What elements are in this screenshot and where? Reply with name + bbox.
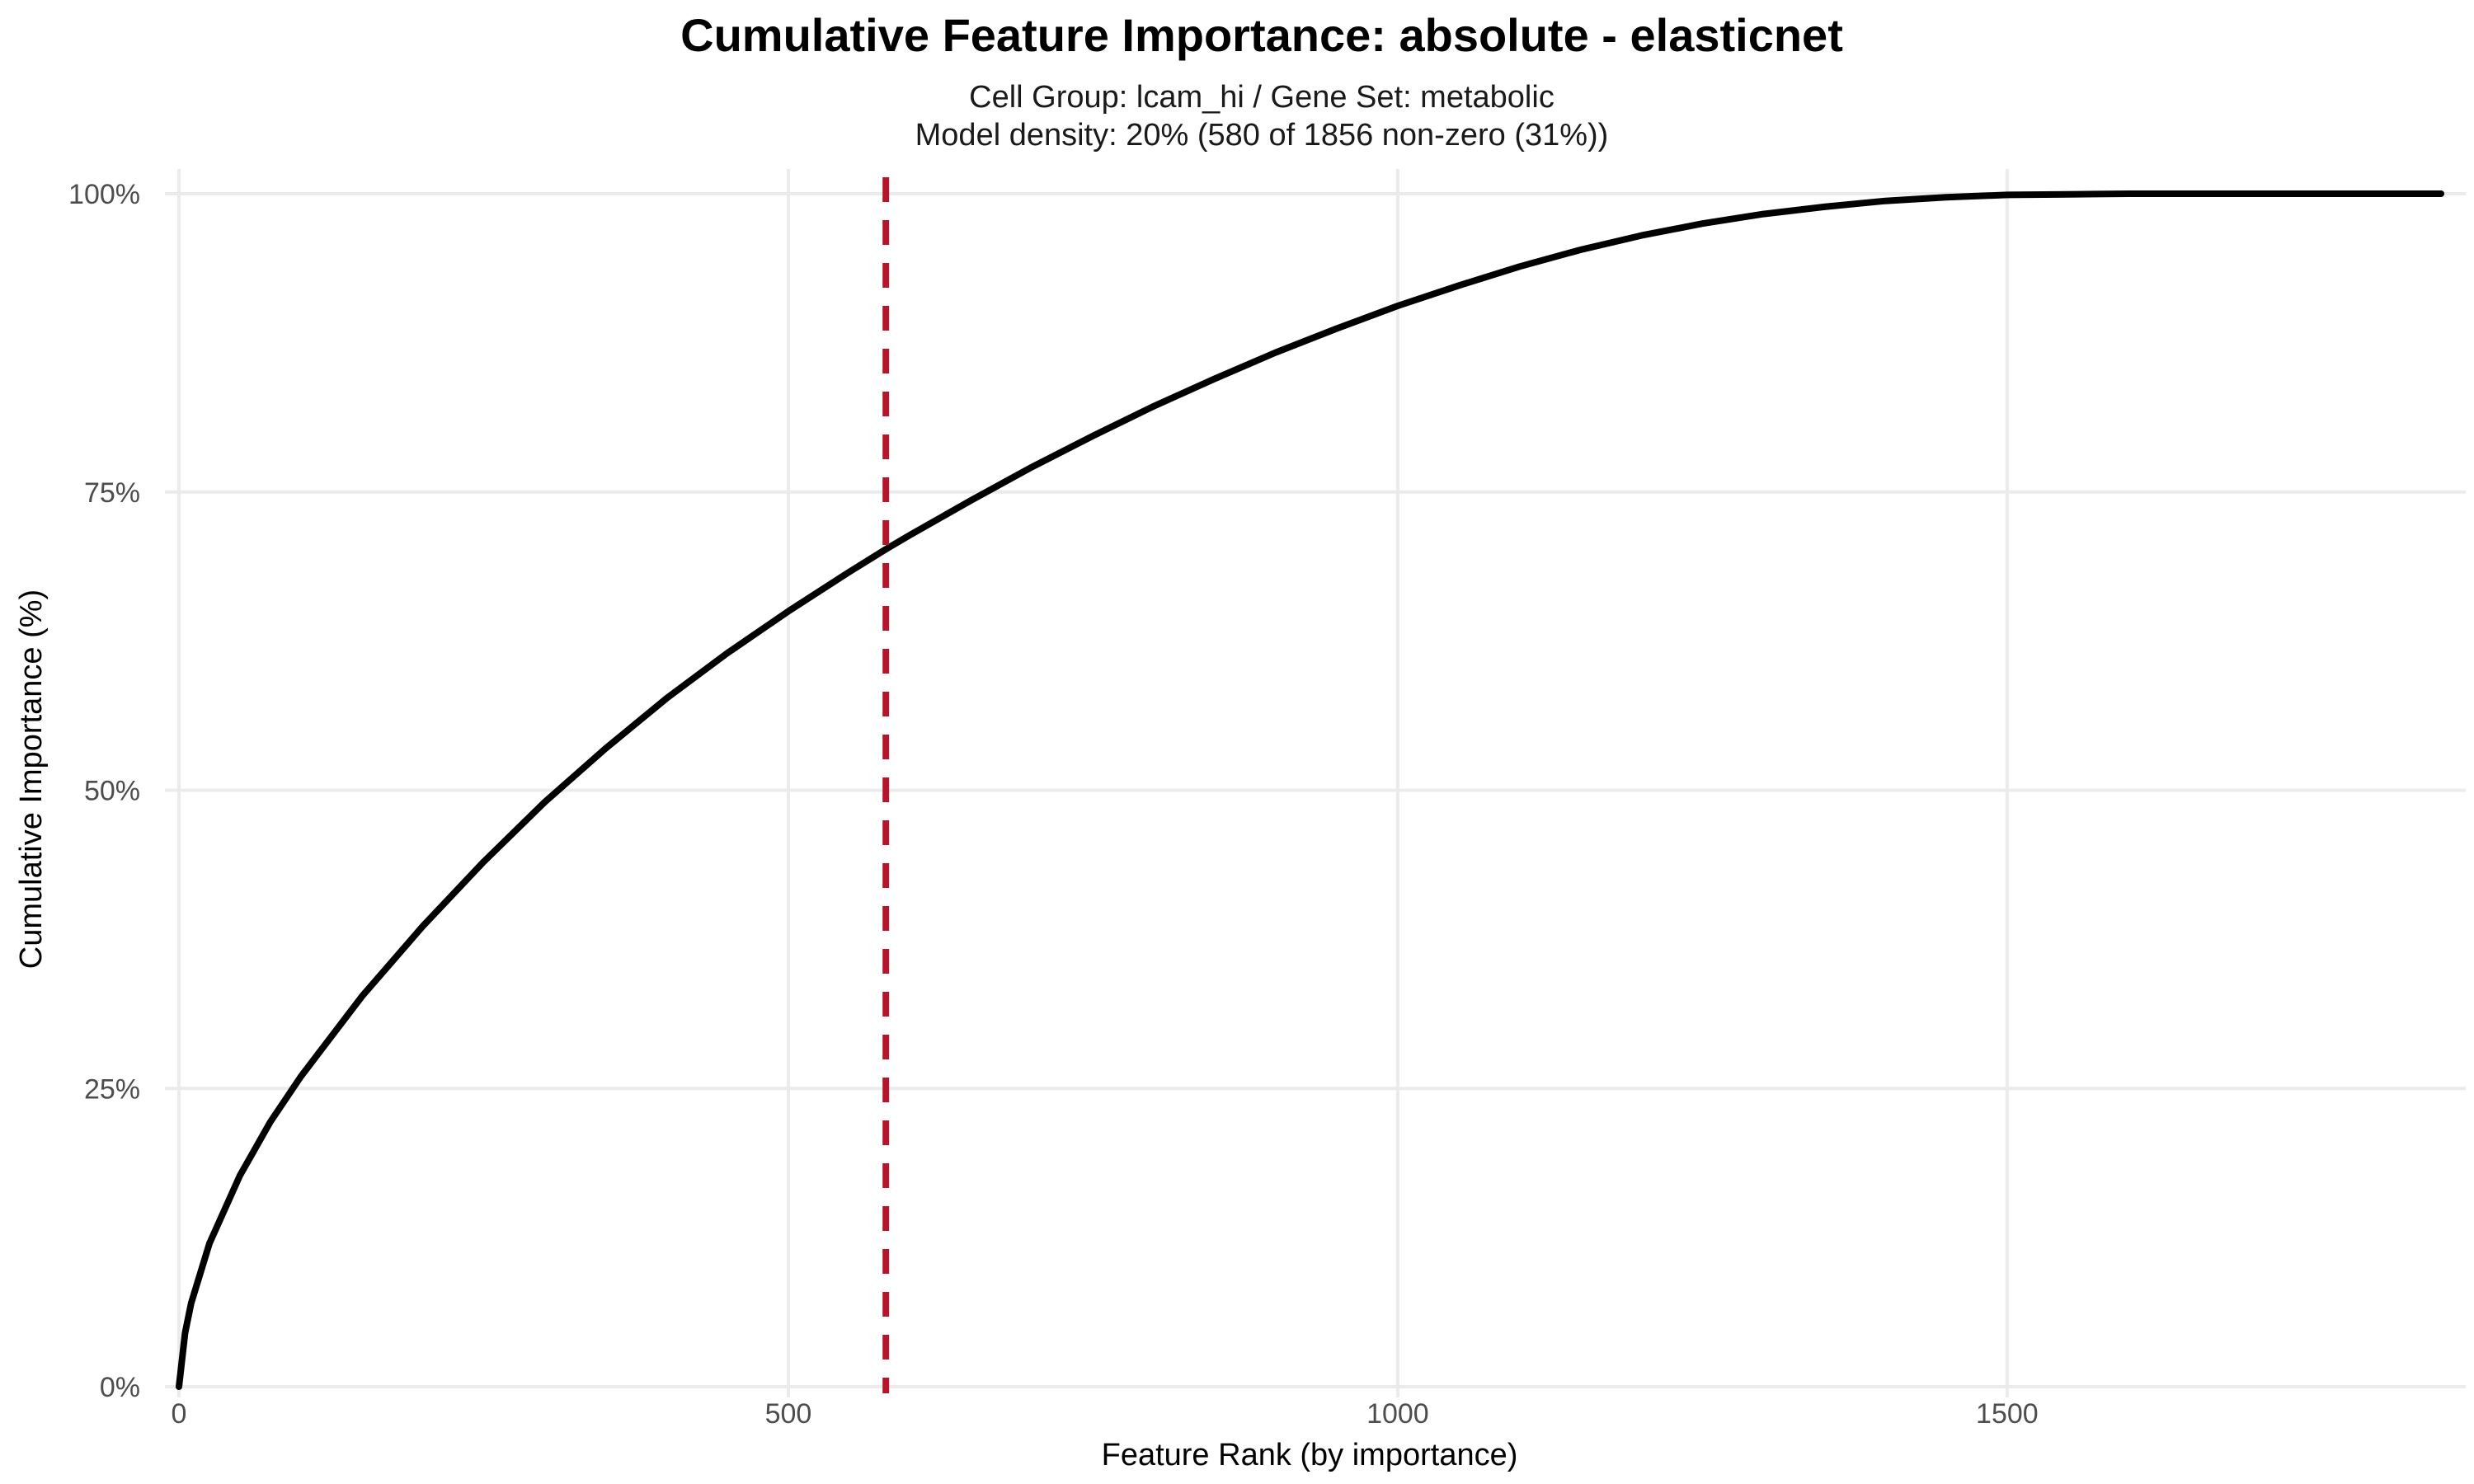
grid-lines [165,169,2466,1397]
plot-data [176,177,2444,1393]
x-tick-label: 1000 [1366,1398,1429,1430]
y-axis-title: Cumulative Importance (%) [14,589,49,969]
y-tick-label: 0% [100,1372,140,1403]
x-tick-label: 0 [172,1398,187,1430]
cumulative-importance-line [176,190,2444,1390]
tick-labels: 0% 25% 50% 75% 100% 0 500 1000 1500 [68,179,2039,1430]
y-tick-label: 50% [84,776,140,807]
y-tick-label: 25% [84,1073,140,1105]
y-tick-label: 75% [84,477,140,509]
x-axis-title: Feature Rank (by importance) [1102,1438,1518,1472]
y-tick-label: 100% [68,179,140,210]
chart-subtitle-line-2: Model density: 20% (580 of 1856 non-zero… [915,118,1609,153]
chart-title: Cumulative Feature Importance: absolute … [680,9,1843,61]
x-tick-label: 500 [765,1398,812,1430]
x-tick-label: 1500 [1976,1398,2039,1430]
chart-subtitle-line-1: Cell Group: lcam_hi / Gene Set: metaboli… [969,80,1554,115]
